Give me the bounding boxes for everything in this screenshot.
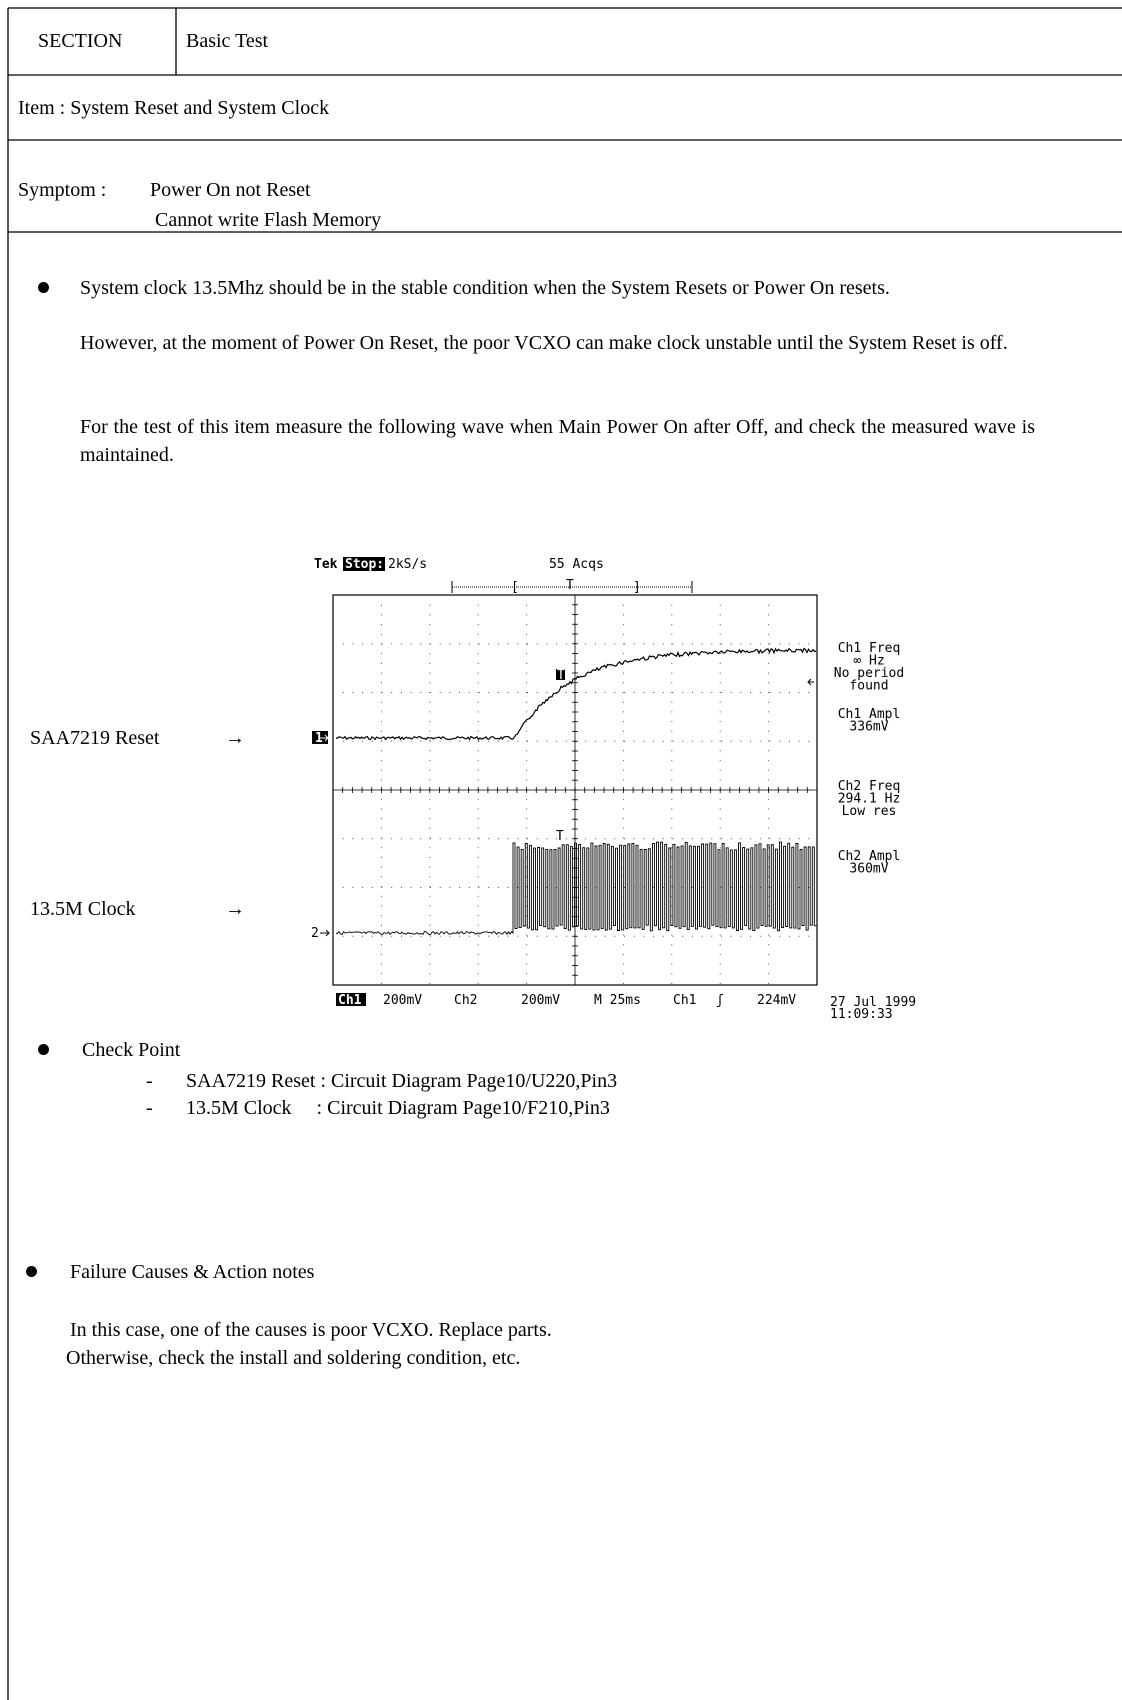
ch2-marker: 2: [311, 926, 319, 941]
check-item: 13.5M Clock : Circuit Diagram Page10/F21…: [186, 1094, 610, 1122]
signal-label: SAA7219 Reset: [30, 724, 159, 752]
readout: 336mV: [849, 720, 888, 735]
scope-setting: 200mV: [383, 993, 422, 1008]
scope-setting: Ch1: [673, 993, 696, 1008]
check-title: Check Point: [82, 1036, 180, 1064]
bullet: [26, 1266, 37, 1277]
ch2-marker-arrow: [320, 930, 329, 936]
record-bracket: ]: [633, 580, 641, 595]
scope-brand: Tek: [314, 557, 338, 572]
bullet: [38, 1044, 49, 1055]
scope-setting: ʃ: [716, 993, 724, 1008]
scope-setting: Ch1: [338, 993, 362, 1008]
failure-line: In this case, one of the causes is poor …: [70, 1316, 552, 1344]
readout: Low res: [842, 804, 897, 819]
failure-line: Otherwise, check the install and solderi…: [66, 1344, 520, 1372]
record-trigger: T: [566, 578, 574, 593]
trigger-point: T: [557, 668, 565, 683]
record-bracket: [: [511, 580, 519, 595]
list-marker: -: [146, 1067, 153, 1095]
ch2-trigger: T: [556, 829, 564, 844]
scope-rate: 2kS/s: [388, 557, 427, 572]
scope-time: 11:09:33: [830, 1007, 893, 1022]
level-arrow: [808, 679, 814, 685]
oscilloscope-capture: 12TTTekStop:2kS/s55 Acqs[T]Ch1 Freq∞ HzN…: [0, 0, 1122, 1700]
scope-setting: 224mV: [757, 993, 796, 1008]
readout: found: [849, 679, 888, 694]
list-marker: -: [146, 1094, 153, 1122]
ch1-trace: [336, 649, 816, 740]
scope-setting: M 25ms: [594, 993, 641, 1008]
scope-acqs: 55 Acqs: [549, 557, 604, 572]
ch2-trace: [336, 842, 816, 934]
page: SECTION Basic Test Item : System Reset a…: [0, 0, 1122, 1700]
signal-arrow: →: [225, 895, 245, 923]
signal-arrow: →: [225, 724, 245, 752]
scope-setting: Ch2: [454, 993, 477, 1008]
failure-title: Failure Causes & Action notes: [70, 1258, 314, 1286]
scope-setting: 200mV: [521, 993, 560, 1008]
signal-label: 13.5M Clock: [30, 895, 136, 923]
scope-state: Stop:: [345, 557, 384, 572]
readout: 360mV: [849, 862, 888, 877]
check-item: SAA7219 Reset : Circuit Diagram Page10/U…: [186, 1067, 617, 1095]
